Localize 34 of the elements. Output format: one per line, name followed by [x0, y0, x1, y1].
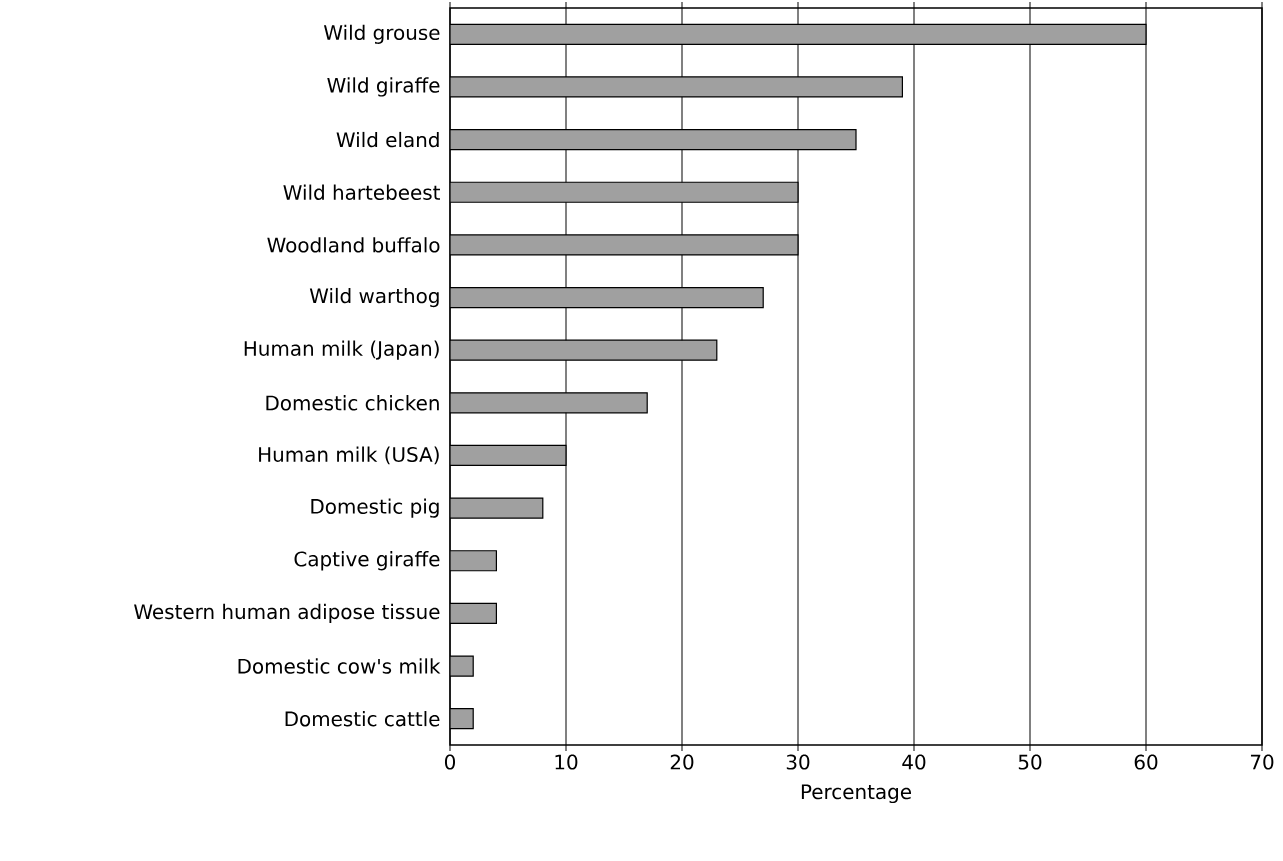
y-tick-label: Wild grouse [323, 24, 440, 44]
y-tick-label: Human milk (Japan) [244, 340, 439, 360]
bar [450, 23, 1147, 45]
y-tick-label: Wild giraffe [327, 77, 440, 97]
y-tick-label: Captive giraffe [294, 551, 440, 571]
y-tick-label: Domestic cow's milk [238, 658, 441, 674]
x-axis-title: Percentage [801, 784, 912, 804]
y-tick-label: Woodland buffalo [267, 237, 440, 253]
x-tick-label: 0 [444, 754, 456, 770]
x-tick-label: 10 [555, 754, 578, 770]
x-tick-label: 30 [786, 754, 810, 770]
x-tick-label: 60 [1134, 754, 1158, 770]
bar [450, 339, 718, 361]
bar [450, 392, 648, 414]
bar [450, 444, 567, 467]
bar [450, 181, 799, 203]
y-tick-label: Domestic cattle [285, 710, 440, 727]
y-tick-label: Western human adipose tissue [134, 603, 440, 624]
x-tick-label: 70 [1250, 754, 1274, 770]
bar [450, 550, 497, 572]
x-tick-label: 50 [1018, 754, 1042, 770]
y-tick-label: Wild eland [336, 131, 439, 148]
y-tick-label: Domestic chicken [266, 395, 439, 411]
x-tick-label: 40 [902, 754, 926, 770]
bar [450, 76, 903, 98]
y-tick-label: Wild warthog [309, 287, 439, 308]
x-tick-label: 20 [670, 754, 694, 770]
y-tick-label: Wild hartebeest [283, 184, 440, 200]
bar [450, 602, 497, 624]
bar [450, 129, 857, 151]
y-tick-label: Domestic pig [311, 498, 439, 518]
bar [450, 286, 764, 309]
y-tick-label: Human milk (USA) [259, 446, 439, 465]
bar [450, 708, 474, 730]
